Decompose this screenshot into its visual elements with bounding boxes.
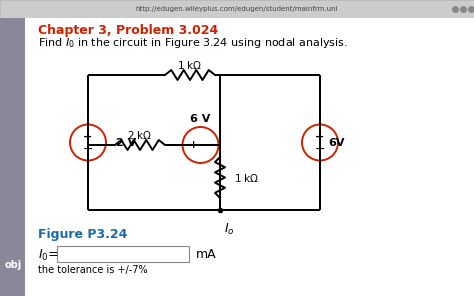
Text: Chapter 3, Problem 3.024: Chapter 3, Problem 3.024	[38, 24, 218, 37]
Text: Figure P3.24: Figure P3.24	[38, 228, 128, 241]
Text: −: −	[315, 143, 325, 156]
Text: −: −	[202, 139, 213, 152]
Text: +: +	[83, 131, 92, 141]
Text: 2 V: 2 V	[116, 138, 136, 147]
Text: 6V: 6V	[328, 138, 345, 147]
FancyBboxPatch shape	[57, 246, 189, 262]
FancyBboxPatch shape	[0, 0, 474, 18]
Text: mA: mA	[196, 248, 217, 261]
Text: 1 k$\Omega$: 1 k$\Omega$	[177, 59, 203, 71]
Text: 2 k$\Omega$: 2 k$\Omega$	[128, 129, 153, 141]
FancyBboxPatch shape	[25, 18, 474, 296]
Text: +: +	[189, 140, 198, 150]
Text: 6 V: 6 V	[191, 114, 210, 124]
Text: 1 k$\Omega$: 1 k$\Omega$	[234, 171, 259, 184]
Text: −: −	[83, 143, 93, 156]
Text: Find $I_0$ in the circuit in Figure 3.24 using nodal analysis.: Find $I_0$ in the circuit in Figure 3.24…	[38, 36, 348, 50]
Text: the tolerance is +/-7%: the tolerance is +/-7%	[38, 265, 147, 275]
FancyBboxPatch shape	[0, 18, 25, 296]
Text: $I_0$=: $I_0$=	[38, 248, 59, 263]
Text: $I_o$: $I_o$	[224, 222, 235, 237]
Text: +: +	[315, 131, 325, 141]
Text: obj: obj	[5, 260, 22, 270]
Text: http://edugen.wileyplus.com/edugen/student/mainfrm.uni: http://edugen.wileyplus.com/edugen/stude…	[136, 6, 338, 12]
